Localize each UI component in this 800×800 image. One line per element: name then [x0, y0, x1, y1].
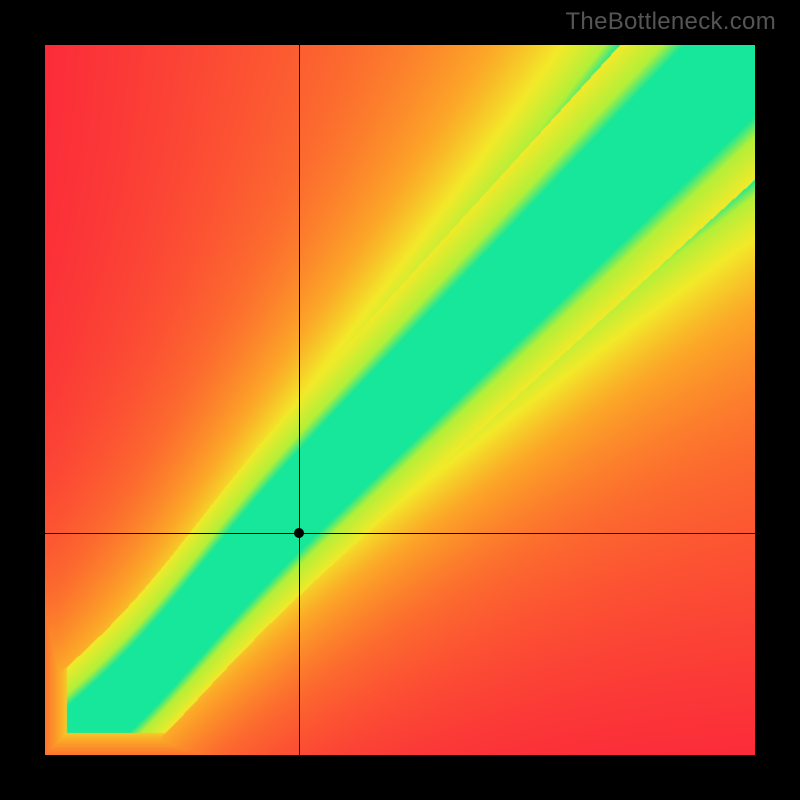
bottleneck-heatmap	[45, 45, 755, 755]
page-root: TheBottleneck.com	[0, 0, 800, 800]
watermark-text: TheBottleneck.com	[565, 8, 776, 36]
crosshair-vertical	[299, 45, 300, 755]
heatmap-canvas	[45, 45, 755, 755]
crosshair-horizontal	[45, 533, 755, 534]
crosshair-marker	[294, 528, 304, 538]
